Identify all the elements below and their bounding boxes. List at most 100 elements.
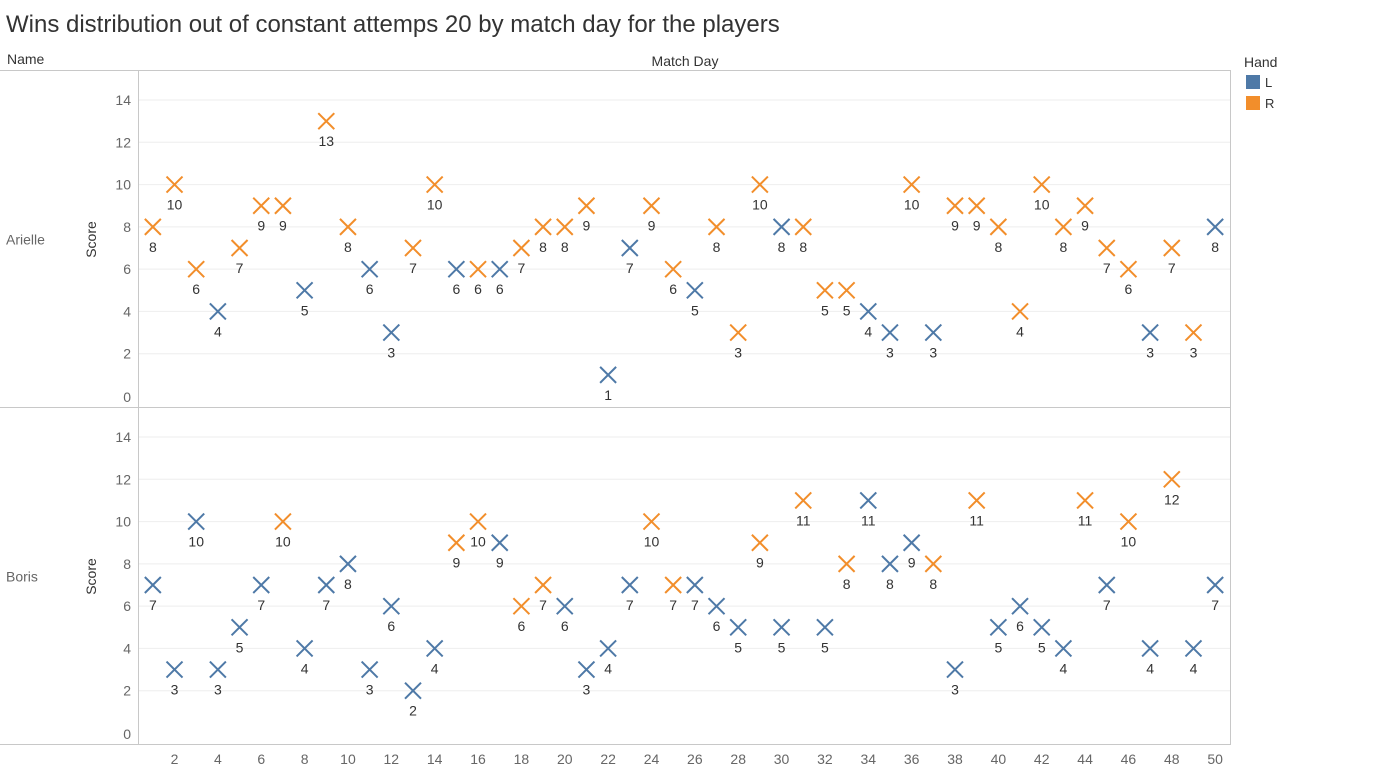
data-point[interactable]: 11 bbox=[794, 491, 812, 528]
data-point[interactable]: 8 bbox=[339, 218, 357, 255]
data-point[interactable]: 8 bbox=[1054, 218, 1073, 255]
data-point[interactable]: 3 bbox=[165, 660, 184, 698]
data-point[interactable]: 6 bbox=[556, 597, 574, 634]
data-point[interactable]: 7 bbox=[621, 576, 639, 613]
data-point[interactable]: 9 bbox=[252, 197, 270, 234]
data-point[interactable]: 3 bbox=[1141, 323, 1159, 361]
data-point[interactable]: 6 bbox=[187, 260, 205, 297]
data-point[interactable]: 7 bbox=[512, 239, 531, 276]
data-point[interactable]: 8 bbox=[534, 218, 552, 255]
data-point[interactable]: 6 bbox=[360, 260, 379, 297]
data-point[interactable]: 4 bbox=[295, 639, 314, 676]
data-point[interactable]: 3 bbox=[729, 323, 747, 361]
data-point[interactable]: 6 bbox=[447, 260, 466, 297]
data-point[interactable]: 11 bbox=[859, 491, 877, 528]
data-point[interactable]: 9 bbox=[577, 197, 596, 234]
data-point[interactable]: 12 bbox=[1163, 470, 1181, 507]
data-point[interactable]: 6 bbox=[491, 260, 509, 297]
data-point[interactable]: 6 bbox=[664, 260, 682, 297]
data-point[interactable]: 8 bbox=[989, 218, 1008, 255]
data-point[interactable]: 10 bbox=[751, 175, 769, 213]
data-point[interactable]: 10 bbox=[469, 512, 487, 550]
data-point[interactable]: 8 bbox=[556, 218, 574, 255]
data-point[interactable]: 8 bbox=[794, 218, 812, 255]
data-point[interactable]: 6 bbox=[512, 597, 531, 634]
data-point[interactable]: 8 bbox=[339, 555, 357, 592]
data-point[interactable]: 3 bbox=[946, 660, 964, 698]
data-point[interactable]: 10 bbox=[187, 512, 205, 550]
data-point[interactable]: 9 bbox=[447, 534, 466, 571]
data-point[interactable]: 8 bbox=[881, 555, 899, 592]
data-point[interactable]: 3 bbox=[360, 660, 379, 698]
data-point[interactable]: 11 bbox=[967, 491, 986, 528]
data-point[interactable]: 9 bbox=[274, 197, 292, 234]
data-point[interactable]: 9 bbox=[902, 534, 921, 571]
data-point[interactable]: 10 bbox=[642, 512, 661, 550]
data-point[interactable]: 5 bbox=[989, 618, 1008, 655]
data-point[interactable]: 5 bbox=[729, 618, 747, 655]
data-point[interactable]: 7 bbox=[230, 239, 249, 276]
data-point[interactable]: 5 bbox=[1033, 618, 1051, 655]
data-point[interactable]: 10 bbox=[165, 175, 184, 213]
data-point[interactable]: 7 bbox=[621, 239, 639, 276]
data-point[interactable]: 9 bbox=[967, 197, 986, 234]
data-point[interactable]: 6 bbox=[469, 260, 487, 297]
data-point[interactable]: 3 bbox=[382, 323, 401, 361]
data-point[interactable]: 7 bbox=[686, 576, 704, 613]
data-point[interactable]: 10 bbox=[1033, 175, 1051, 213]
data-point[interactable]: 9 bbox=[1076, 197, 1094, 234]
data-point[interactable]: 7 bbox=[1163, 239, 1181, 276]
data-point[interactable]: 9 bbox=[491, 534, 509, 571]
data-point[interactable]: 10 bbox=[274, 512, 292, 550]
data-point[interactable]: 4 bbox=[209, 302, 227, 339]
data-point[interactable]: 8 bbox=[1206, 218, 1224, 255]
data-point[interactable]: 13 bbox=[317, 112, 335, 149]
data-point[interactable]: 4 bbox=[859, 302, 877, 339]
data-point[interactable]: 3 bbox=[924, 323, 943, 361]
data-point[interactable]: 7 bbox=[1206, 576, 1224, 613]
data-point[interactable]: 8 bbox=[144, 218, 162, 255]
data-point[interactable]: 7 bbox=[664, 576, 682, 613]
data-point[interactable]: 3 bbox=[881, 323, 899, 361]
data-point[interactable]: 5 bbox=[816, 618, 834, 655]
data-point[interactable]: 3 bbox=[1184, 323, 1203, 361]
data-point[interactable]: 10 bbox=[902, 175, 921, 213]
data-point[interactable]: 7 bbox=[404, 239, 422, 276]
data-point[interactable]: 5 bbox=[837, 281, 856, 318]
data-point[interactable]: 9 bbox=[751, 534, 769, 571]
data-point[interactable]: 1 bbox=[599, 366, 617, 403]
data-point[interactable]: 8 bbox=[772, 218, 791, 255]
data-point[interactable]: 2 bbox=[404, 682, 422, 719]
data-point[interactable]: 5 bbox=[295, 281, 314, 318]
data-point[interactable]: 5 bbox=[816, 281, 834, 318]
data-point[interactable]: 9 bbox=[642, 197, 661, 234]
data-point[interactable]: 7 bbox=[252, 576, 270, 613]
data-point[interactable]: 4 bbox=[1184, 639, 1203, 676]
data-point[interactable]: 4 bbox=[1141, 639, 1159, 676]
data-point[interactable]: 5 bbox=[686, 281, 704, 318]
data-point[interactable]: 7 bbox=[1098, 239, 1116, 276]
data-point[interactable]: 6 bbox=[1011, 597, 1029, 634]
data-point[interactable]: 4 bbox=[425, 639, 444, 676]
data-point[interactable]: 8 bbox=[837, 555, 856, 592]
legend-swatch-l[interactable] bbox=[1246, 75, 1260, 89]
data-point[interactable]: 11 bbox=[1076, 491, 1094, 528]
data-point[interactable]: 8 bbox=[924, 555, 943, 592]
data-point[interactable]: 9 bbox=[946, 197, 964, 234]
legend-label-l[interactable]: L bbox=[1265, 75, 1272, 90]
data-point[interactable]: 7 bbox=[317, 576, 335, 613]
data-point[interactable]: 7 bbox=[534, 576, 552, 613]
data-point[interactable]: 4 bbox=[1054, 639, 1073, 676]
data-point[interactable]: 4 bbox=[599, 639, 617, 676]
data-point[interactable]: 7 bbox=[144, 576, 162, 613]
data-point[interactable]: 5 bbox=[772, 618, 791, 655]
legend-swatch-r[interactable] bbox=[1246, 96, 1260, 110]
data-point[interactable]: 3 bbox=[209, 660, 227, 698]
data-point[interactable]: 4 bbox=[1011, 302, 1029, 339]
data-point[interactable]: 7 bbox=[1098, 576, 1116, 613]
data-point[interactable]: 8 bbox=[707, 218, 726, 255]
data-point[interactable]: 10 bbox=[425, 175, 444, 213]
data-point[interactable]: 3 bbox=[577, 660, 596, 698]
legend-label-r[interactable]: R bbox=[1265, 96, 1274, 111]
data-point[interactable]: 6 bbox=[1119, 260, 1138, 297]
